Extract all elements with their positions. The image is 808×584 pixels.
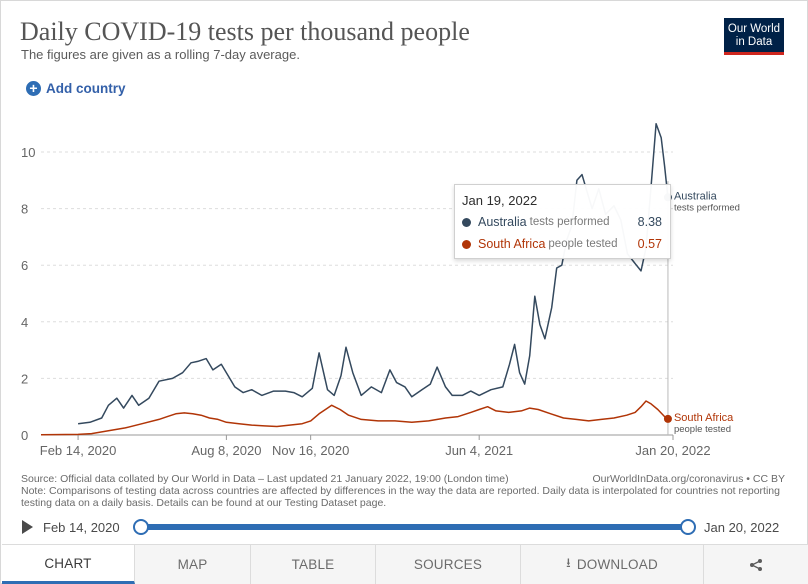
logo-line-1: Our World [727, 23, 781, 35]
chart-subtitle: The figures are given as a rolling 7-day… [21, 47, 300, 62]
timeline-end-label: Jan 20, 2022 [704, 520, 780, 535]
share-icon [750, 558, 762, 571]
y-tick-label: 2 [21, 371, 28, 386]
source-text[interactable]: Source: Official data collated by Our Wo… [21, 473, 509, 485]
tab-sources[interactable]: SOURCES [376, 545, 521, 584]
source-note: Source: Official data collated by Our Wo… [21, 473, 791, 509]
tab-label: SOURCES [413, 557, 483, 572]
x-tick-label: Feb 14, 2020 [40, 443, 117, 458]
add-country-button[interactable]: + Add country [26, 81, 126, 96]
y-tick-label: 4 [21, 315, 28, 330]
x-tick-label: Jun 4, 2021 [445, 443, 513, 458]
logo-line-2: in Data [735, 36, 773, 48]
x-tick-label: Aug 8, 2020 [191, 443, 261, 458]
tab-map[interactable]: MAP [135, 545, 251, 584]
y-tick-label: 8 [21, 202, 28, 217]
tooltip-series-metric: people tested [548, 238, 618, 250]
x-tick-label: Jan 20, 2022 [635, 443, 710, 458]
source-link[interactable]: OurWorldInData.org/coronavirus • CC BY [592, 473, 785, 485]
tooltip-date: Jan 19, 2022 [462, 193, 538, 208]
download-icon: ⭳ [566, 554, 571, 570]
tooltip-series-name: South Africa [478, 237, 546, 251]
tab-label: TABLE [291, 557, 335, 572]
series-line-south-africa [40, 400, 669, 436]
tab-label: DOWNLOAD [576, 557, 658, 572]
series-end-point [663, 414, 672, 423]
note-text: Note: Comparisons of testing data across… [21, 485, 780, 509]
series-metric-label: tests performed [674, 202, 740, 213]
tooltip-series-value: 0.57 [637, 237, 662, 251]
owid-logo[interactable]: Our World in Data [724, 18, 784, 55]
timeline-track[interactable] [141, 524, 688, 530]
tooltip-row-south-africa: South Africa people tested 0.57 [462, 236, 662, 252]
tab-bar: CHART MAP TABLE SOURCES ⭳ DOWNLOAD [2, 544, 808, 584]
tab-share[interactable] [704, 545, 808, 584]
plus-icon: + [26, 81, 41, 96]
timeline-end-handle[interactable] [680, 519, 696, 535]
timeline-start-handle[interactable] [133, 519, 149, 535]
timeline-start-label: Feb 14, 2020 [43, 520, 120, 535]
y-tick-label: 10 [21, 145, 35, 160]
y-tick-label: 6 [21, 258, 28, 273]
tab-label: MAP [177, 557, 208, 572]
add-country-label: Add country [46, 81, 126, 96]
tooltip-series-value: 8.38 [637, 215, 662, 229]
tooltip-series-name: Australia [478, 215, 527, 229]
series-label: Australia [674, 190, 718, 202]
series-dot-icon [462, 239, 471, 249]
x-tick-label: Nov 16, 2020 [272, 443, 349, 458]
series-label: South Africa [674, 412, 734, 424]
line-chart[interactable]: 0 2 4 6 8 10 Feb 14, 2020 Aug 8, 2020 Nov 16, 20… [1, 101, 808, 461]
hover-tooltip: Jan 19, 2022 Australia tests performed 8… [454, 184, 671, 259]
series-metric-label: people tested [674, 424, 731, 435]
tooltip-series-metric: tests performed [529, 216, 610, 228]
chart-title: Daily COVID-19 tests per thousand people [20, 17, 470, 46]
tab-download[interactable]: ⭳ DOWNLOAD [521, 545, 704, 584]
series-dot-icon [462, 217, 471, 227]
tab-table[interactable]: TABLE [251, 545, 376, 584]
tooltip-row-australia: Australia tests performed 8.38 [462, 214, 662, 230]
tab-chart[interactable]: CHART [2, 545, 135, 584]
play-icon[interactable] [22, 520, 33, 534]
y-tick-label: 0 [21, 428, 28, 443]
tab-label: CHART [44, 555, 92, 571]
